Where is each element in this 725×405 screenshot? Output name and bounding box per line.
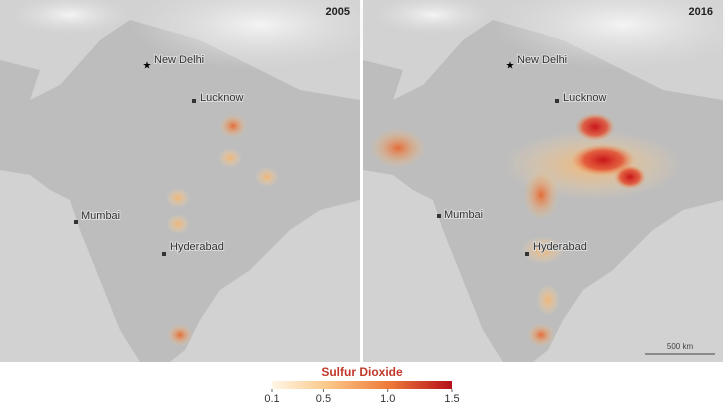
- city-dot: [525, 252, 529, 256]
- hotspot: [614, 165, 646, 189]
- city-dot: [162, 252, 166, 256]
- tick-label: 0.5: [316, 393, 331, 405]
- hotspot: [523, 170, 559, 220]
- panel-2005: 2005 ★ New Delhi Lucknow Mumbai Hyderaba…: [0, 0, 390, 362]
- city-label: New Delhi: [517, 54, 567, 66]
- hotspot: [571, 144, 635, 176]
- hotspot: [166, 188, 190, 208]
- city-label: Hyderabad: [533, 241, 587, 253]
- city-dot: [74, 220, 78, 224]
- hotspot: [255, 167, 279, 187]
- panel-2016: 2016 ★ New Delhi Lucknow Mumbai Hyderaba…: [363, 0, 725, 362]
- city-dot: [192, 99, 196, 103]
- hotspot: [167, 324, 193, 346]
- hotspot: [536, 284, 560, 316]
- city-label: Mumbai: [81, 210, 120, 222]
- hotspot: [521, 236, 565, 264]
- hotspot: [575, 113, 615, 141]
- hotspot: [219, 114, 247, 138]
- city-label: Mumbai: [444, 209, 483, 221]
- legend: Sulfur Dioxide 0.1 0.5 1.0 1.5: [264, 365, 459, 405]
- year-label: 2016: [689, 6, 713, 18]
- year-label: 2005: [326, 6, 350, 18]
- hotspot: [166, 214, 190, 234]
- city-label: New Delhi: [154, 54, 204, 66]
- tick-label: 0.1: [264, 393, 279, 405]
- scale-label: 500 km: [667, 342, 694, 351]
- city-label: Lucknow: [563, 92, 606, 104]
- capital-star: ★: [506, 61, 515, 72]
- legend-title: Sulfur Dioxide: [321, 365, 403, 379]
- tick-label: 1.0: [380, 393, 395, 405]
- hotspot: [370, 128, 426, 168]
- city-dot: [437, 214, 441, 218]
- capital-star: ★: [143, 61, 152, 72]
- hotspot: [527, 323, 555, 347]
- hotspot: [218, 148, 242, 168]
- color-bar: [272, 381, 452, 389]
- city-dot: [555, 99, 559, 103]
- city-label: Lucknow: [200, 92, 243, 104]
- tick-label: 1.5: [444, 393, 459, 405]
- city-label: Hyderabad: [170, 241, 224, 253]
